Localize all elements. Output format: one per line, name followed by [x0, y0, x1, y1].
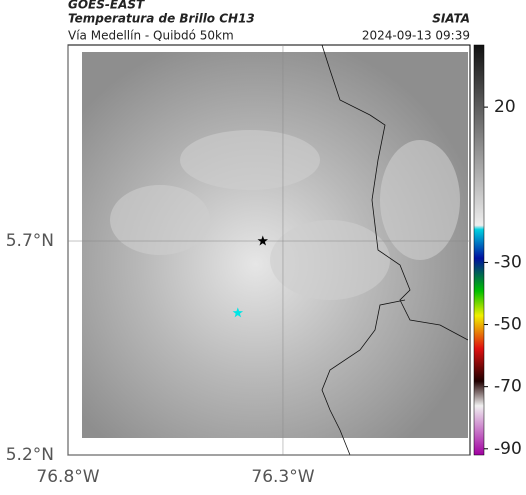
marker — [257, 235, 268, 246]
colorbar-tick-label: -50 — [494, 315, 522, 335]
y-tick-label: 5.2°N — [6, 445, 54, 465]
title: GOES-EAST — [68, 0, 145, 12]
datetime: 2024-09-13 09:39 — [362, 29, 470, 43]
colorbar-tick-label: 20 — [494, 97, 516, 117]
colorbar-tick-label: -30 — [494, 252, 522, 272]
source: SIATA — [432, 12, 470, 26]
region: Vía Medellín - Quibdó 50km — [68, 29, 234, 43]
x-tick-label: 76.3°W — [251, 467, 314, 487]
x-tick-label: 76.8°W — [36, 467, 99, 487]
colorbar-tick-label: -90 — [494, 439, 522, 459]
colorbar — [473, 44, 485, 456]
colorbar-tick-label: -70 — [494, 377, 522, 397]
marker — [232, 307, 244, 318]
border — [321, 44, 469, 456]
y-tick-label: 5.7°N — [6, 231, 54, 251]
subtitle: Temperatura de Brillo CH13 — [68, 12, 255, 26]
cloud-texture — [110, 130, 460, 300]
